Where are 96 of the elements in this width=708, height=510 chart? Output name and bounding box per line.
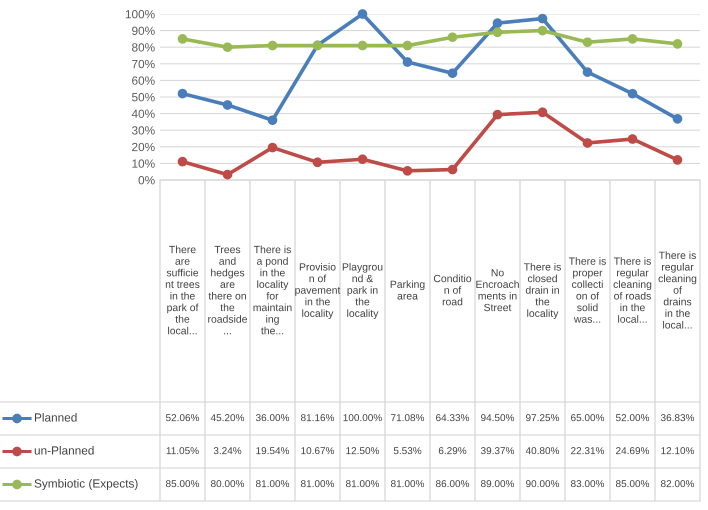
y-tick-label: 0%	[138, 176, 155, 184]
point	[628, 88, 638, 99]
x-tick-label: There is a pond in the locality for maintaining the...	[254, 246, 292, 334]
point	[178, 34, 188, 44]
legend-label: Planned	[34, 412, 77, 422]
point	[268, 40, 278, 50]
data-label: 12.50%	[346, 447, 380, 454]
point	[582, 67, 592, 77]
point	[178, 156, 188, 167]
y-tick-label: 20%	[132, 142, 155, 152]
x-tick-label: There is closed drain in the locality	[524, 262, 561, 320]
point	[268, 142, 278, 152]
data-label: 39.37%	[480, 447, 514, 454]
point	[358, 154, 368, 164]
point	[582, 138, 592, 148]
y-tick-label: 30%	[132, 126, 155, 135]
data-label: 85.00%	[616, 480, 650, 488]
point	[538, 26, 548, 36]
data-label: 83.00%	[570, 480, 604, 488]
data-label: 81.00%	[390, 480, 424, 488]
data-label: 10.67%	[301, 447, 334, 454]
y-tick-label: 60%	[132, 76, 155, 85]
data-label: 85.00%	[166, 480, 200, 488]
data-label: 52.00%	[616, 414, 650, 422]
legend-label: un-Planned	[34, 446, 94, 455]
legend-label: Symbiotic (Expects)	[34, 478, 138, 490]
data-label: 81.00%	[300, 480, 334, 488]
data-label: 6.29%	[438, 447, 466, 454]
data-label: 19.54%	[256, 447, 290, 454]
data-label: 80.00%	[210, 480, 244, 488]
data-label: 24.69%	[616, 447, 650, 454]
y-tick-label: 100%	[126, 10, 155, 18]
point	[672, 114, 682, 124]
x-tick-label: There is proper collection of solid was...	[568, 257, 606, 323]
y-tick-label: 50%	[132, 93, 155, 102]
point	[222, 170, 232, 180]
data-label: 5.53%	[394, 447, 422, 454]
data-label: 11.05%	[166, 447, 199, 454]
data-label: 81.00%	[256, 480, 290, 488]
data-label: 81.00%	[346, 480, 380, 488]
x-tick-label: No Encroachments in Street	[476, 269, 519, 312]
point	[448, 68, 458, 78]
point	[402, 57, 412, 67]
data-label: 12.10%	[661, 447, 694, 454]
x-tick-label: Condition of road	[434, 274, 472, 306]
data-label: 36.00%	[256, 414, 290, 422]
y-tick-label: 70%	[132, 60, 155, 68]
point	[402, 40, 412, 50]
x-tick-label: Trees and hedges are there on the roadside...	[208, 246, 248, 334]
data-label: 90.00%	[526, 480, 560, 488]
data-label: 86.00%	[436, 480, 470, 488]
point	[538, 14, 548, 24]
y-tick-label: 40%	[132, 110, 155, 118]
point	[538, 107, 548, 118]
x-tick-label: Playground & park in the locality	[342, 262, 382, 320]
x-tick-label: Provision of pavement in the locality	[295, 262, 340, 320]
data-label: 52.06%	[166, 414, 200, 422]
x-tick-label: There is regular cleaning of roads in the local...	[614, 257, 652, 323]
point	[178, 88, 188, 98]
data-label: 3.24%	[214, 447, 242, 454]
point	[628, 34, 638, 44]
data-label: 40.80%	[526, 447, 560, 454]
point	[448, 32, 458, 42]
x-tick-label: Parking area	[390, 280, 424, 300]
point	[492, 18, 502, 28]
data-label: 82.00%	[660, 480, 694, 488]
data-label: 100.00%	[344, 414, 382, 422]
point	[312, 157, 322, 168]
point	[268, 115, 278, 126]
y-tick-label: 10%	[132, 159, 155, 168]
point	[628, 134, 638, 144]
data-label: 64.33%	[436, 414, 470, 422]
point	[402, 166, 412, 176]
data-label: 22.31%	[571, 447, 604, 454]
data-label: 97.25%	[526, 414, 560, 422]
x-tick-label: There are sufficient trees in the park of the local...	[166, 246, 200, 334]
data-label: 45.20%	[210, 414, 244, 422]
y-tick-label: 80%	[132, 43, 155, 52]
point	[358, 40, 368, 50]
point	[492, 110, 502, 120]
data-label: 71.08%	[391, 414, 424, 422]
point	[222, 42, 232, 52]
point	[492, 27, 502, 38]
data-label: 36.83%	[660, 414, 694, 422]
data-label: 65.00%	[571, 414, 604, 422]
point	[672, 155, 682, 165]
point	[448, 164, 458, 174]
point	[582, 37, 592, 48]
y-tick-label: 90%	[132, 26, 155, 35]
data-label: 81.16%	[300, 414, 334, 422]
x-tick-label: There is regular cleaning of drains in the local...	[658, 251, 696, 329]
point	[672, 39, 682, 49]
point	[222, 100, 232, 110]
point	[358, 9, 368, 19]
data-label: 89.00%	[480, 480, 514, 488]
data-label: 94.50%	[481, 414, 514, 422]
